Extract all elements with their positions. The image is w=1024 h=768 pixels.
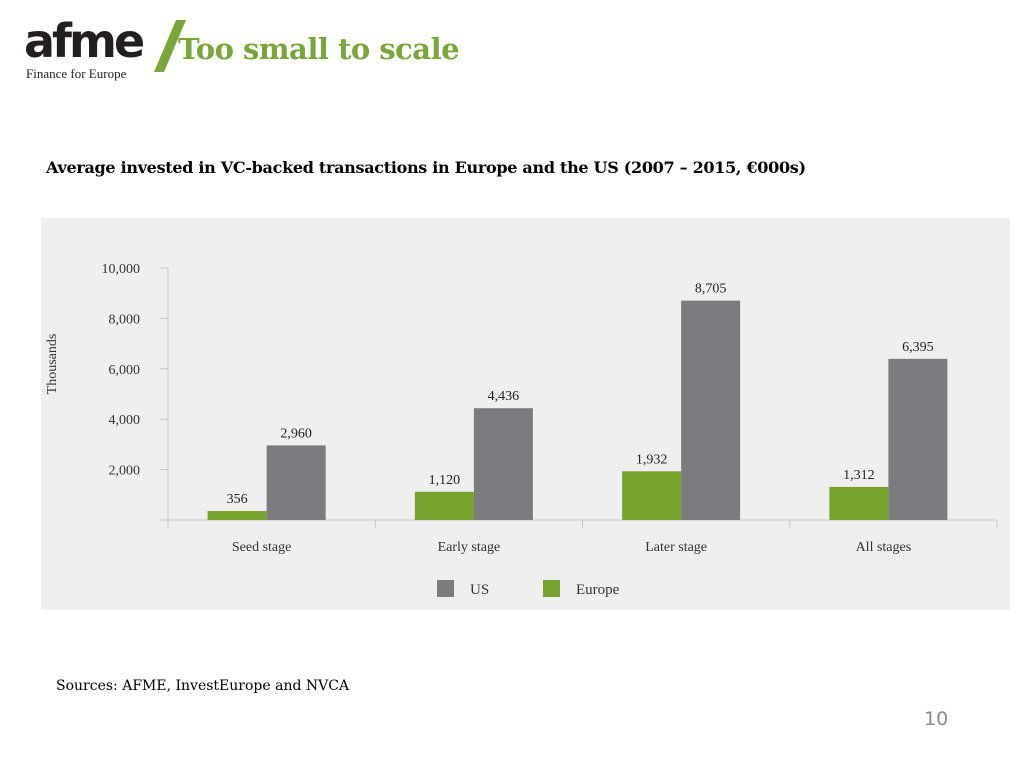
data-label-us: 8,705 xyxy=(695,282,727,297)
bar-chart: 2,000 4,000 6,000 8,000 10,000 Thousands 356 2,… xyxy=(45,262,998,598)
bar-europe-0 xyxy=(207,511,267,520)
logo-slash-icon xyxy=(154,20,186,72)
x-tick-label: Early stage xyxy=(438,540,501,555)
bar-europe-3 xyxy=(829,486,889,520)
y-tick-label: 8,000 xyxy=(109,312,141,327)
bar-us-0 xyxy=(266,445,326,520)
y-tick-label: 10,000 xyxy=(102,262,141,277)
bar-us-1 xyxy=(473,408,533,520)
data-label-us: 4,436 xyxy=(488,389,520,404)
logo-wordmark: afme xyxy=(24,14,145,68)
x-tick-label: Seed stage xyxy=(232,540,291,555)
data-label-us: 6,395 xyxy=(902,340,934,355)
afme-logo: afme Finance for Europe xyxy=(24,18,186,88)
chart-subtitle: Average invested in VC-backed transactio… xyxy=(46,158,806,177)
y-tick-label: 2,000 xyxy=(109,464,141,479)
y-axis-title: Thousands xyxy=(45,334,60,395)
x-tick-label: All stages xyxy=(856,540,912,555)
slide-title: Too small to scale xyxy=(178,32,460,66)
data-label-europe: 356 xyxy=(227,492,248,507)
y-tick-label: 6,000 xyxy=(109,363,141,378)
data-label-us: 2,960 xyxy=(280,426,312,441)
data-label-europe: 1,120 xyxy=(429,473,461,488)
bar-europe-1 xyxy=(414,491,474,520)
y-tick-label: 4,000 xyxy=(109,413,141,428)
logo-tagline: Finance for Europe xyxy=(26,66,127,81)
data-label-europe: 1,312 xyxy=(843,468,875,483)
bar-us-2 xyxy=(681,300,741,520)
legend-label: Europe xyxy=(576,582,620,598)
source-note: Sources: AFME, InvestEurope and NVCA xyxy=(56,678,350,694)
legend-swatch-europe xyxy=(543,580,560,597)
data-label-europe: 1,932 xyxy=(636,452,668,467)
bar-us-3 xyxy=(888,358,948,520)
bar-europe-2 xyxy=(622,471,682,520)
legend-label: US xyxy=(470,582,489,598)
legend-swatch-us xyxy=(437,580,454,597)
page-number: 10 xyxy=(924,708,949,730)
x-tick-label: Later stage xyxy=(645,540,707,555)
chart-panel: 2,000 4,000 6,000 8,000 10,000 Thousands 356 2,… xyxy=(41,218,1010,610)
